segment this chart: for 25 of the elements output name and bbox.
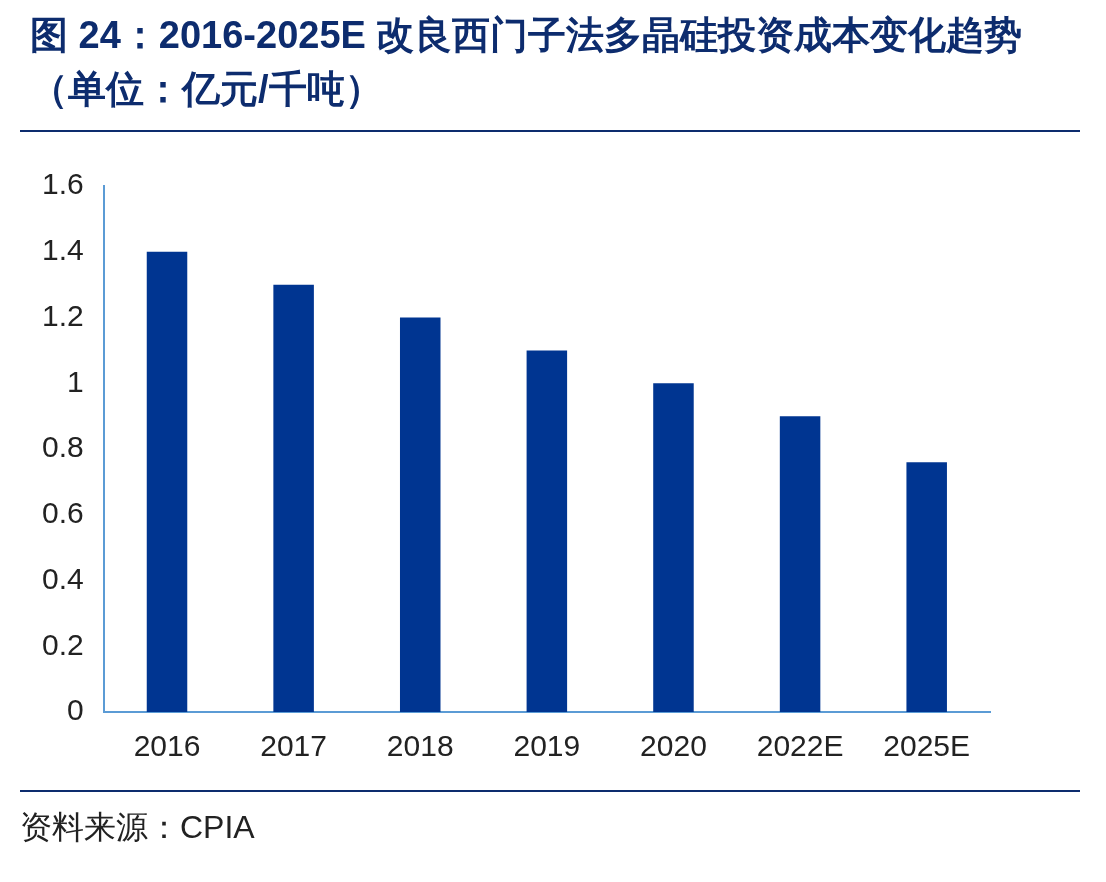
x-tick-label: 2016 — [133, 729, 201, 763]
bar — [273, 284, 314, 712]
bar — [146, 251, 188, 712]
x-tick-label: 2020 — [640, 729, 707, 763]
x-tick-label: 2022E — [756, 729, 844, 763]
bar — [779, 416, 821, 712]
y-tick-label: 1.2 — [41, 298, 84, 332]
y-tick-label: 0.4 — [41, 561, 84, 595]
y-tick-label: 0.8 — [41, 430, 84, 464]
x-tick-label: 2019 — [513, 729, 581, 763]
chart-title: 图 24：2016-2025E 改良西门子法多晶硅投资成本变化趋势（单位：亿元/千吨） — [20, 8, 1080, 132]
y-tick-label: 1.6 — [41, 167, 84, 201]
y-tick-label: 0 — [67, 693, 84, 727]
bar — [906, 462, 947, 712]
y-tick-label: 1 — [67, 364, 84, 398]
text: 资料来源：CPIA — [20, 808, 256, 847]
y-tick-label: 1.4 — [41, 233, 84, 267]
x-tick-label: 2025E — [883, 729, 971, 763]
bar — [399, 317, 441, 712]
x-tick-label: 2017 — [260, 729, 327, 763]
y-tick-label: 0.6 — [41, 496, 84, 530]
y-tick-label: 0.2 — [41, 627, 84, 661]
bar — [653, 383, 694, 712]
x-tick-label: 2018 — [386, 729, 454, 763]
bar — [526, 350, 568, 712]
